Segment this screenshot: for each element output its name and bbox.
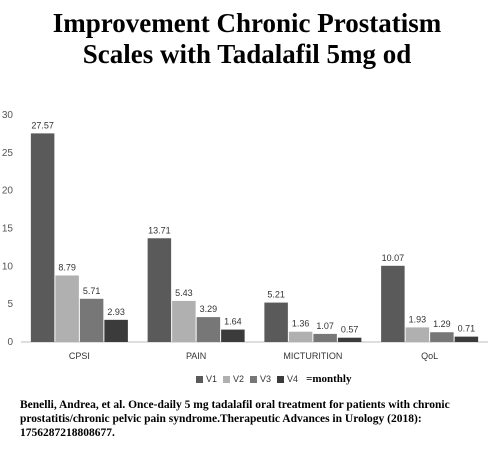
data-label: 0.71 [458,324,476,334]
legend-item: V3 [250,374,271,384]
x-tick-label: CPSI [69,351,90,361]
bar [405,327,430,342]
data-label: 1.64 [224,317,242,327]
data-label: 13.71 [148,225,171,235]
bar [55,275,79,342]
data-label: 1.29 [433,319,451,329]
legend-swatch [223,375,231,383]
legend-label: V3 [260,374,272,384]
bar [337,337,362,342]
chart-title: Improvement Chronic Prostatism Scales wi… [0,8,494,70]
data-label: 1.36 [292,319,310,329]
title-line-2: Scales with Tadalafil 5mg od [82,39,412,69]
bar [147,238,172,342]
x-tick-label: PAIN [186,351,206,361]
x-tick-label: QoL [421,351,438,361]
title-line-1: Improvement Chronic Prostatism [52,8,442,38]
legend: V1 V2 V3 V4 =monthly [196,372,351,386]
bar [221,329,245,342]
data-label: 8.79 [58,262,76,272]
y-tick-label: 0 [7,337,13,348]
data-label: 27.57 [31,120,54,130]
legend-item: V1 [196,374,217,384]
legend-swatch [196,375,203,383]
legend-label: V4 [287,374,299,384]
bar [104,319,128,342]
legend-label: V2 [233,374,245,384]
bar [30,133,55,342]
y-tick-label: 20 [2,186,14,197]
y-tick-label: 5 [7,299,13,310]
bar-chart: 0 5 10 15 20 25 30 27.57 8.79 5.71 2.93 CPSI 13.71 5.… [2,110,488,361]
bar [313,333,337,342]
y-tick-label: 25 [2,148,14,159]
legend-swatch [277,375,285,383]
citation-caption: Benelli, Andrea, et al. Once-daily 5 mg … [20,399,450,439]
y-tick-label: 15 [2,224,14,235]
data-label: 5.43 [175,288,193,298]
data-label: 1.07 [316,321,334,331]
data-label: 1.93 [409,314,427,324]
bar [196,317,221,342]
data-label: 2.93 [107,307,125,317]
data-label: 3.29 [200,304,218,314]
legend-swatch [250,375,258,383]
legend-item: V2 [223,374,244,384]
bar [288,331,313,342]
x-tick-label: MICTURITION [283,351,342,361]
bar [172,300,196,342]
data-label: 0.57 [341,325,359,335]
data-label: 10.07 [382,253,405,263]
legend-note: =monthly [306,373,352,385]
y-tick-label: 30 [2,110,14,121]
legend-item: V4 [277,374,298,384]
bar [264,302,288,342]
legend-label: V1 [206,374,218,384]
y-tick-label: 10 [2,261,14,272]
bar [454,336,479,342]
bar [430,332,454,342]
data-label: 5.71 [83,286,101,296]
bar [381,265,405,342]
data-label: 5.21 [267,290,285,300]
bar [79,298,104,342]
